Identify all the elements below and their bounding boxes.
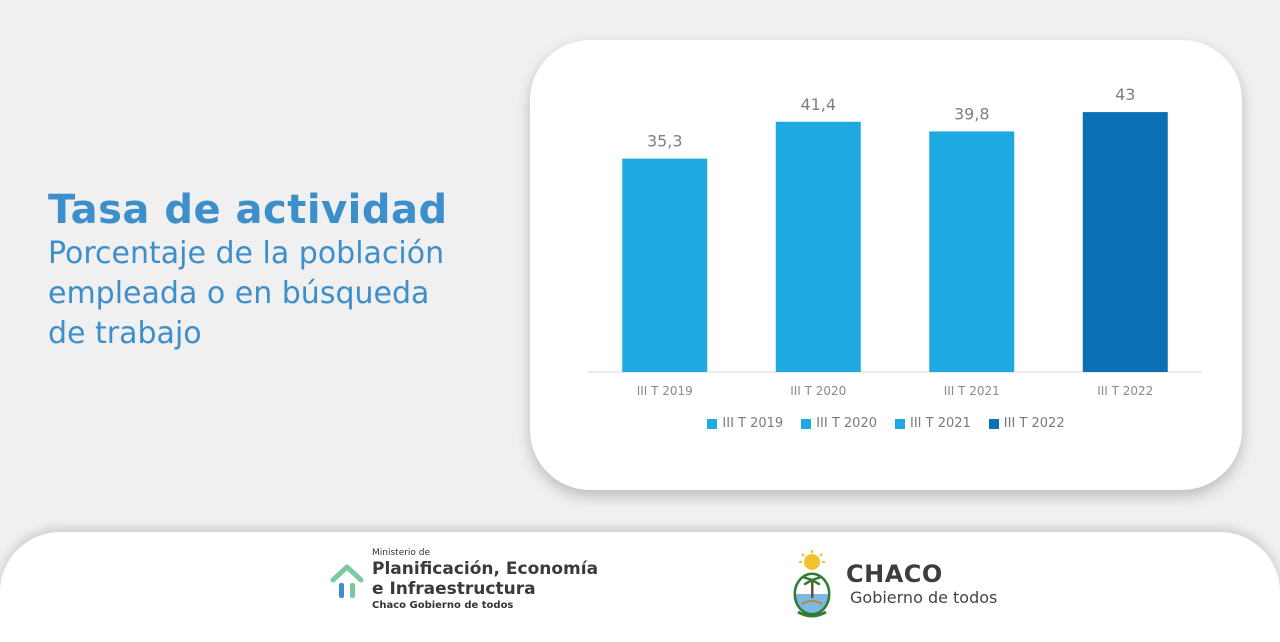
bar-iii-t-2019 xyxy=(622,158,708,372)
subtitle-line-3: de trabajo xyxy=(48,316,202,351)
house-icon xyxy=(330,564,364,598)
bar-iii-t-2020 xyxy=(775,121,861,372)
data-label: 39,8 xyxy=(954,104,990,123)
bar-chart: 35,3 III T 2019 41,4 III T 2020 39,8 III T 20… xyxy=(588,85,1202,398)
bar-iii-t-2021 xyxy=(929,131,1015,372)
subtitle-line-2: empleada o en búsqueda xyxy=(48,276,430,311)
legend-label: III T 2021 xyxy=(910,416,971,431)
chaco-title: CHACO xyxy=(846,560,943,588)
ministry-line-1: Planificación, Economía xyxy=(372,559,599,579)
headline: Tasa de actividad Porcentaje de la pobla… xyxy=(48,186,518,354)
bar-iii-t-2022 xyxy=(1082,112,1168,372)
ministry-text: Ministerio de Planificación, Economía e … xyxy=(372,548,632,612)
chart-card: 35,3 III T 2019 41,4 III T 2020 39,8 III T 20… xyxy=(530,40,1242,490)
legend-swatch xyxy=(707,418,718,429)
ministry-line-2: e Infraestructura xyxy=(372,579,536,599)
chaco-shield-icon xyxy=(793,550,831,618)
data-label: 41,4 xyxy=(800,95,836,114)
legend-swatch xyxy=(895,418,905,429)
legend-swatch xyxy=(988,418,999,429)
legend-item: III T 2022 xyxy=(988,416,1065,431)
page-title: Tasa de actividad xyxy=(48,187,448,233)
legend-label: III T 2022 xyxy=(1003,416,1065,431)
legend-item: III T 2021 xyxy=(895,416,971,431)
footer: Ministerio de Planificación, Economía e … xyxy=(0,532,1280,642)
legend-swatch xyxy=(801,418,812,429)
subtitle-line-1: Porcentaje de la población xyxy=(48,236,445,271)
data-label: 35,3 xyxy=(647,132,683,151)
x-tick-label: III T 2019 xyxy=(637,384,693,398)
legend-item: III T 2020 xyxy=(801,416,877,431)
x-tick-label: III T 2020 xyxy=(790,384,846,398)
x-tick-label: III T 2022 xyxy=(1097,384,1153,398)
chaco-subtitle: Gobierno de todos xyxy=(850,588,998,607)
ministry-sub: Chaco Gobierno de todos xyxy=(372,600,514,611)
ministry-small: Ministerio de xyxy=(372,548,431,558)
chart-legend: III T 2019 III T 2020 III T 2021 III T 2… xyxy=(530,416,1242,431)
legend-item: III T 2019 xyxy=(707,416,783,431)
data-label: 43 xyxy=(1115,85,1135,104)
legend-label: III T 2019 xyxy=(722,416,784,431)
x-tick-label: III T 2021 xyxy=(944,384,1000,398)
legend-label: III T 2020 xyxy=(816,416,877,431)
